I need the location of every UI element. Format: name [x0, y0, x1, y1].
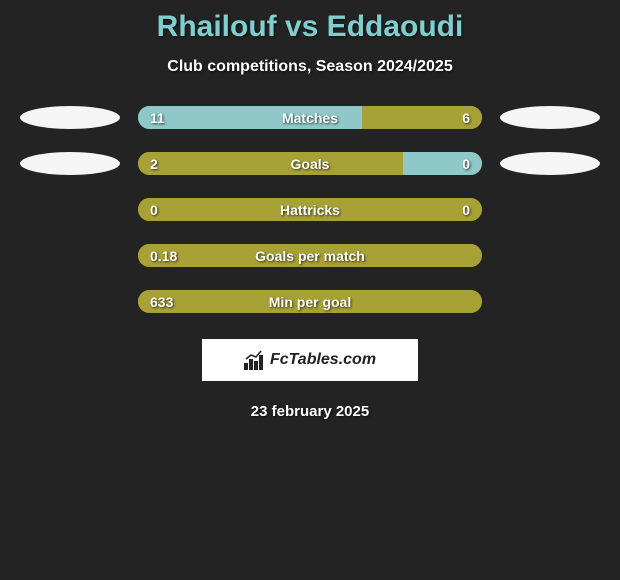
chart-icon	[244, 350, 266, 370]
p1-value: 2	[150, 156, 158, 172]
badge-inner: FcTables.com	[244, 350, 376, 370]
p2-value: 6	[462, 110, 470, 126]
p1-value: 633	[150, 294, 173, 310]
stat-bar: 0.18 Goals per match	[138, 244, 482, 267]
stat-bar: 11 Matches 6	[138, 106, 482, 129]
stat-label: Hattricks	[280, 202, 340, 218]
page-title: Rhailouf vs Eddaoudi	[157, 10, 464, 44]
stat-row: 0 Hattricks 0	[0, 198, 620, 221]
p1-value: 11	[150, 110, 165, 126]
p2-value: 0	[462, 156, 470, 172]
player2-oval	[500, 152, 600, 175]
player2-oval	[500, 106, 600, 129]
stat-label: Min per goal	[269, 294, 351, 310]
oval-placeholder	[500, 198, 600, 221]
stat-bar: 0 Hattricks 0	[138, 198, 482, 221]
oval-placeholder	[20, 290, 120, 313]
p2-value: 0	[462, 202, 470, 218]
stat-row: 0.18 Goals per match	[0, 244, 620, 267]
date-text: 23 february 2025	[251, 403, 369, 420]
stat-label: Goals per match	[255, 248, 365, 264]
oval-placeholder	[20, 198, 120, 221]
stat-bar: 633 Min per goal	[138, 290, 482, 313]
oval-placeholder	[500, 244, 600, 267]
stat-label: Goals	[291, 156, 330, 172]
page-subtitle: Club competitions, Season 2024/2025	[167, 58, 452, 76]
comparison-chart: 11 Matches 6 2 Goals 0 0 Hattricks 0 0.18 Goals pe…	[0, 106, 620, 313]
stat-row: 11 Matches 6	[0, 106, 620, 129]
p1-value: 0	[150, 202, 158, 218]
player1-oval	[20, 152, 120, 175]
p1-value: 0.18	[150, 248, 177, 264]
fctables-badge[interactable]: FcTables.com	[202, 339, 418, 381]
player1-oval	[20, 106, 120, 129]
stat-bar: 2 Goals 0	[138, 152, 482, 175]
stat-label: Matches	[282, 110, 338, 126]
p1-fill	[138, 152, 403, 175]
badge-text: FcTables.com	[270, 351, 376, 369]
oval-placeholder	[20, 244, 120, 267]
stat-row: 2 Goals 0	[0, 152, 620, 175]
stat-row: 633 Min per goal	[0, 290, 620, 313]
oval-placeholder	[500, 290, 600, 313]
